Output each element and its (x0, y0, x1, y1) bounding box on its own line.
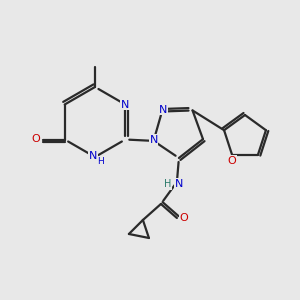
Text: N: N (149, 135, 158, 145)
Text: H: H (164, 179, 172, 189)
Text: O: O (179, 213, 188, 223)
Text: N: N (121, 100, 130, 110)
Text: N: N (89, 151, 97, 161)
Text: H: H (98, 158, 104, 166)
Text: O: O (228, 156, 236, 166)
Text: O: O (31, 134, 40, 145)
Text: N: N (159, 104, 167, 115)
Text: N: N (175, 179, 183, 189)
